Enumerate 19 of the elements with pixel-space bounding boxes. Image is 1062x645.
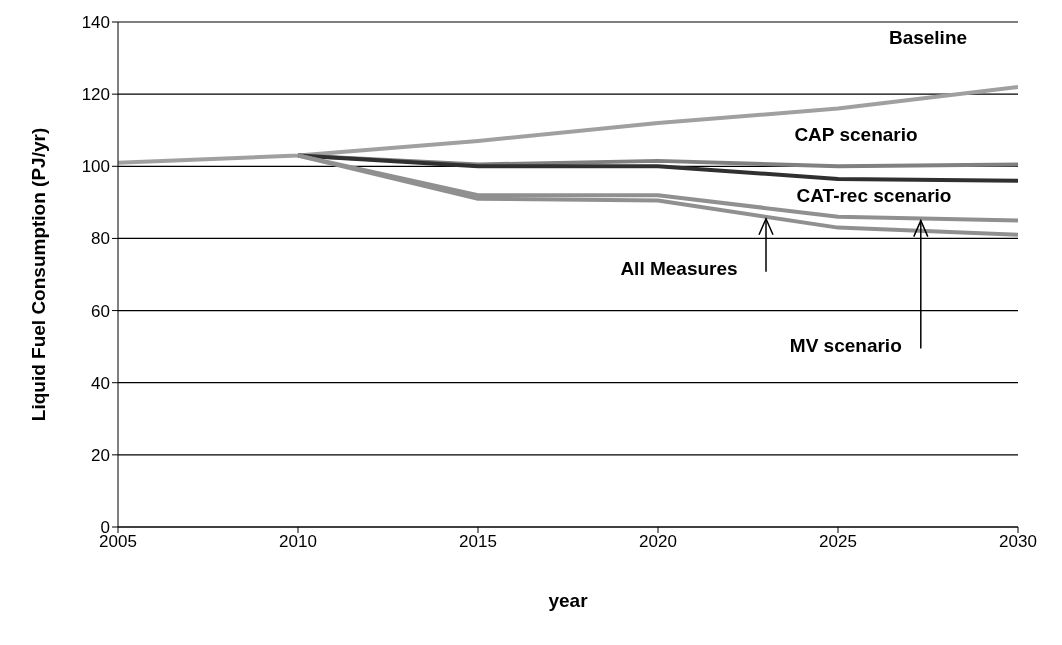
x-tick-label: 2025 [819, 532, 857, 552]
y-tick-label: 40 [91, 373, 110, 393]
annotation: CAP scenario [794, 124, 918, 146]
annotation: CAT-rec scenario [796, 184, 952, 206]
x-tick-label: 2030 [999, 532, 1037, 552]
y-tick-label: 120 [81, 85, 110, 105]
x-tick-label: 2015 [459, 532, 497, 552]
y-tick-label: 60 [91, 301, 110, 321]
annotation: All Measures [620, 257, 738, 279]
y-tick-label: 100 [81, 157, 110, 177]
annotation: MV scenario [789, 334, 902, 356]
x-tick-label: 2020 [639, 532, 677, 552]
x-axis-title: year [548, 590, 589, 611]
y-axis-title: Liquid Fuel Consumption (PJ/yr) [27, 127, 49, 422]
x-tick-label: 2010 [279, 532, 317, 552]
annotation: Baseline [888, 27, 968, 49]
y-tick-label: 80 [91, 229, 110, 249]
y-tick-label: 20 [91, 445, 110, 465]
y-tick-label: 140 [81, 13, 110, 33]
